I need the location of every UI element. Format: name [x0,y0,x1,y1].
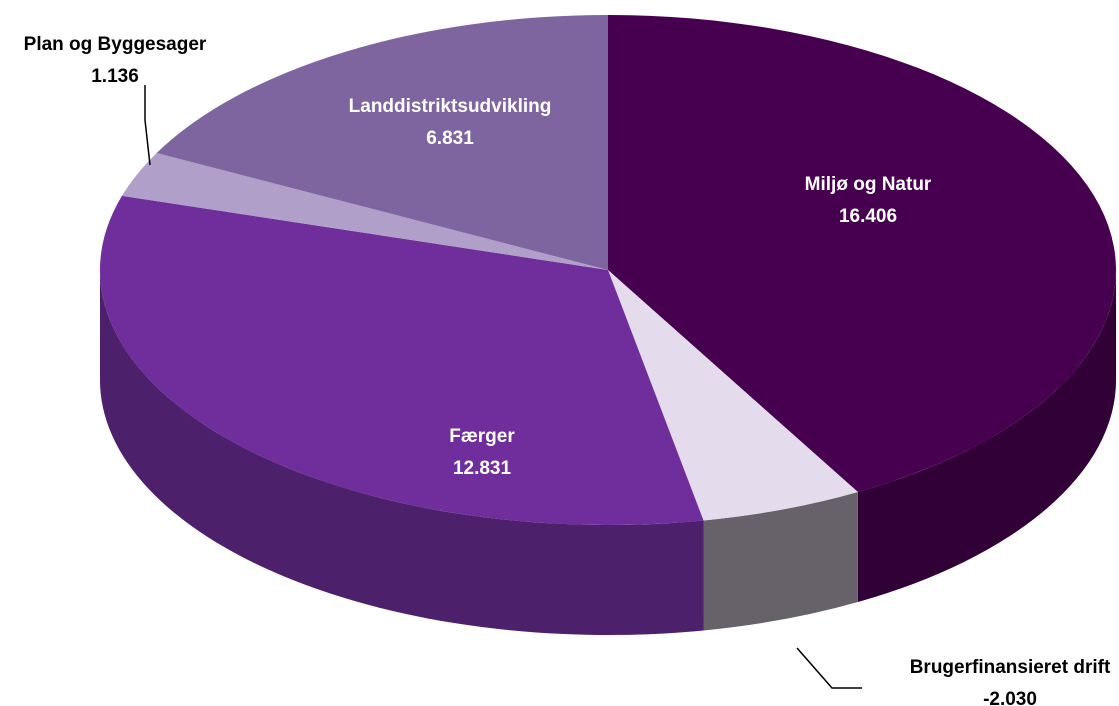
leader-line [144,85,151,166]
slice [121,152,609,270]
leader-line [796,647,862,689]
slice [99,195,704,526]
slice-side [100,270,704,636]
slice-label: Plan og Byggesager [24,34,207,55]
slice [156,15,608,270]
slice-side [857,270,1116,603]
slice [608,15,1117,493]
slice-label: Brugerfinansieret drift [910,657,1111,678]
slice-label: Landdistriktsudvikling [349,96,552,117]
slice-value: 1.136 [91,66,139,87]
slice-value: 12.831 [453,458,512,479]
slice-side [703,492,858,631]
slice-label: Miljø og Natur [805,174,932,195]
slice-value: 6.831 [426,128,474,149]
slice-label: Færger [449,426,515,447]
slice-side-shade [857,270,1116,603]
slice-value: 16.406 [839,206,897,227]
slice [608,270,858,521]
slice-value: -2.030 [983,689,1037,706]
slice-side-shade [100,270,704,636]
